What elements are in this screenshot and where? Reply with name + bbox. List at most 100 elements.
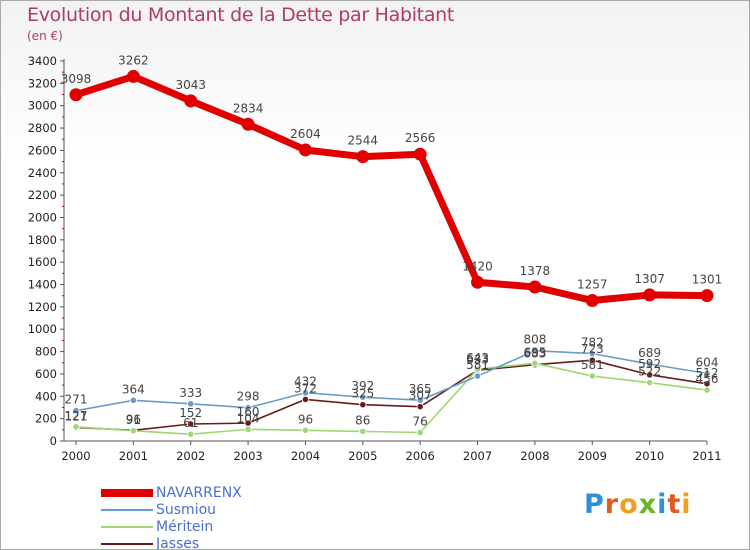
data-point xyxy=(416,396,424,404)
data-label: 2544 xyxy=(348,134,379,148)
data-label: 683 xyxy=(523,347,546,361)
y-tick-label: 600 xyxy=(35,367,57,381)
data-label: 695 xyxy=(523,345,546,359)
data-label: 456 xyxy=(696,372,719,386)
logo-letter: x xyxy=(638,489,658,520)
series-line-navarrenx xyxy=(74,72,708,305)
data-label: 782 xyxy=(581,336,604,350)
data-point xyxy=(700,289,714,303)
data-label: 121 xyxy=(65,409,88,423)
data-point xyxy=(643,288,657,302)
series-line-susmiou xyxy=(75,349,708,412)
data-label: 581 xyxy=(581,358,604,372)
legend-swatch xyxy=(101,509,153,511)
line-chart: 0 200 400 600 800 1000 1200 1400 1600 1800 2000 220… xyxy=(28,53,723,463)
series-line-jasses xyxy=(75,359,708,432)
logo-letter: P xyxy=(584,489,605,520)
data-label: 298 xyxy=(237,390,260,404)
data-label: 76 xyxy=(413,415,428,429)
y-tick-label: 1400 xyxy=(28,278,57,292)
chart-title: Evolution du Montant de la Dette par Hab… xyxy=(27,4,455,26)
data-label: 3098 xyxy=(61,72,92,86)
legend-swatch xyxy=(101,543,153,545)
data-point xyxy=(129,396,137,404)
x-tick-label: 2002 xyxy=(176,449,205,463)
data-label: 522 xyxy=(638,365,661,379)
data-point xyxy=(187,400,195,408)
x-tick-label: 2000 xyxy=(61,449,90,463)
x-tick-label: 2003 xyxy=(233,449,262,463)
data-point xyxy=(531,347,539,355)
data-point xyxy=(703,386,711,394)
data-label: 512 xyxy=(696,366,719,380)
data-point xyxy=(187,430,195,438)
y-tick-label: 2400 xyxy=(28,166,57,180)
data-point xyxy=(359,393,367,401)
data-label: 271 xyxy=(65,393,88,407)
legend-label: NAVARRENX xyxy=(156,485,242,501)
y-tick-label: 1200 xyxy=(28,300,57,314)
proxiti-logo: Proxiti xyxy=(584,489,692,520)
data-label: 372 xyxy=(294,381,317,395)
data-point xyxy=(359,401,367,409)
series-line-m-ritein xyxy=(75,362,708,435)
data-point xyxy=(184,94,198,108)
data-label: 592 xyxy=(638,357,661,371)
data-label: 307 xyxy=(409,389,432,403)
data-point xyxy=(244,404,252,412)
legend-label: Méritein xyxy=(156,519,214,535)
logo-letter: i xyxy=(657,489,668,520)
data-label: 2566 xyxy=(405,131,436,145)
logo-letter: r xyxy=(604,489,620,520)
data-label: 61 xyxy=(183,416,198,430)
data-point xyxy=(471,275,485,289)
data-point xyxy=(588,349,596,358)
data-point xyxy=(531,359,539,367)
data-point xyxy=(646,379,654,387)
data-point xyxy=(588,372,596,380)
data-point xyxy=(528,280,542,294)
data-label: 325 xyxy=(351,387,374,401)
y-tick-label: 3400 xyxy=(28,54,57,68)
data-point xyxy=(646,371,654,379)
data-point xyxy=(241,117,255,131)
data-point xyxy=(301,426,310,434)
data-point xyxy=(473,372,482,380)
data-point xyxy=(473,365,482,373)
data-label: 633 xyxy=(466,352,489,366)
x-tick-label: 2007 xyxy=(463,449,492,463)
data-point xyxy=(356,150,370,164)
data-label: 160 xyxy=(237,405,260,419)
data-point xyxy=(72,423,80,431)
x-tick-label: 2009 xyxy=(578,449,607,463)
data-point xyxy=(301,395,310,404)
y-tick-label: 400 xyxy=(35,389,57,403)
x-tick-label: 2010 xyxy=(635,449,664,463)
x-tick-label: 2001 xyxy=(119,449,148,463)
data-label: 365 xyxy=(409,382,432,396)
x-tick-label: 2005 xyxy=(348,449,377,463)
y-tick-label: 2800 xyxy=(28,121,57,135)
data-point xyxy=(646,360,654,368)
data-label: 2834 xyxy=(233,101,264,115)
data-label: 392 xyxy=(351,379,374,393)
data-point xyxy=(301,389,310,397)
data-label: 86 xyxy=(355,413,370,427)
y-tick-label: 2600 xyxy=(28,143,57,157)
data-label: 643 xyxy=(466,351,489,365)
data-label: 104 xyxy=(237,411,260,425)
data-label: 1420 xyxy=(462,259,493,273)
data-label: 1257 xyxy=(577,278,608,292)
legend-label: Jasses xyxy=(156,536,200,550)
data-label: 333 xyxy=(179,386,202,400)
data-point xyxy=(416,428,424,437)
data-label: 91 xyxy=(126,413,141,427)
x-tick-label: 2006 xyxy=(406,449,435,463)
data-point xyxy=(69,88,83,102)
data-label: 581 xyxy=(466,358,489,372)
data-label: 96 xyxy=(298,412,313,426)
data-point xyxy=(244,425,252,433)
logo-letter: i xyxy=(681,489,692,520)
x-tick-label: 2008 xyxy=(520,449,549,463)
